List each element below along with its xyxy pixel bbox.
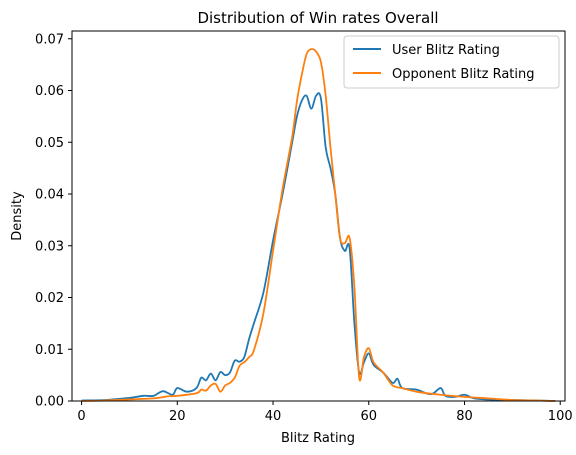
axes-frame: [71, 30, 566, 402]
x-tick-label: 100: [548, 409, 573, 424]
legend-label-opponent: Opponent Blitz Rating: [392, 67, 535, 82]
y-tick-label: 0.02: [35, 291, 64, 306]
legend-box: [343, 35, 560, 89]
y-tick-label: 0.06: [35, 84, 64, 99]
chart-title: Distribution of Win rates Overall: [197, 9, 438, 27]
y-axis: 0.00 0.01 0.02 0.03 0.04 0.05 0.06 0.07: [35, 32, 72, 410]
y-tick-label: 0.04: [35, 188, 64, 203]
x-tick-label: 40: [265, 409, 282, 424]
series-line-opponent: [81, 48, 556, 402]
x-tick-label: 80: [456, 409, 473, 424]
y-tick-label: 0.05: [35, 136, 64, 151]
legend: User Blitz Rating Opponent Blitz Rating: [343, 35, 560, 89]
y-axis-label: Density: [10, 191, 25, 241]
x-axis-label: Blitz Rating: [281, 431, 355, 446]
legend-label-user: User Blitz Rating: [392, 43, 500, 58]
y-tick-label: 0.03: [35, 239, 64, 254]
y-tick-label: 0.01: [35, 343, 64, 358]
y-tick-label: 0.00: [35, 395, 64, 410]
y-tick-label: 0.07: [35, 32, 64, 47]
x-tick-label: 60: [360, 409, 377, 424]
x-tick-label: 20: [169, 409, 186, 424]
plot-area: [81, 48, 556, 402]
x-tick-label: 0: [77, 409, 85, 424]
x-axis: 0 20 40 60 80 100: [77, 401, 573, 424]
